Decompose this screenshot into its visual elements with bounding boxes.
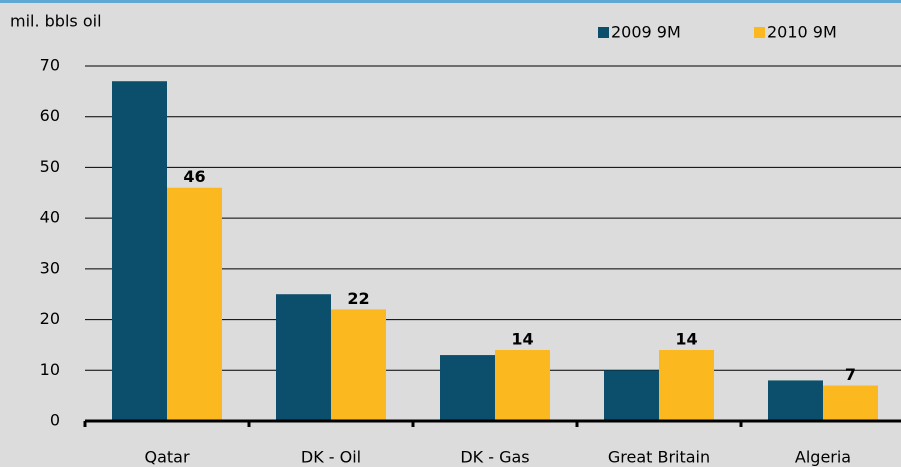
bar	[167, 187, 222, 421]
bar	[276, 294, 331, 421]
legend-swatch	[598, 27, 609, 38]
data-label: 46	[183, 167, 205, 186]
y-tick-label: 30	[40, 258, 60, 277]
bar	[823, 385, 878, 421]
data-label: 14	[511, 330, 533, 349]
legend-label: 2010 9M	[767, 23, 837, 42]
y-tick-label: 70	[40, 56, 60, 75]
legend-swatch	[754, 27, 765, 38]
bar	[112, 81, 167, 421]
data-label: 7	[845, 365, 856, 384]
y-tick-label: 20	[40, 309, 60, 328]
x-tick-label: DK - Gas	[460, 448, 529, 467]
x-tick-label: Qatar	[144, 448, 189, 467]
bar	[604, 370, 659, 421]
y-tick-label: 40	[40, 208, 60, 227]
bar	[495, 350, 550, 421]
bar	[440, 355, 495, 421]
x-tick-label: Great Britain	[608, 448, 710, 467]
bar	[659, 350, 714, 421]
x-tick-label: DK - Oil	[301, 448, 361, 467]
y-tick-label: 10	[40, 360, 60, 379]
y-tick-label: 60	[40, 106, 60, 125]
y-tick-label: 0	[50, 411, 60, 430]
legend-label: 2009 9M	[611, 23, 681, 42]
data-label: 22	[347, 289, 369, 308]
bar	[768, 380, 823, 421]
bar	[331, 309, 386, 421]
top-border	[0, 0, 901, 3]
y-tick-label: 50	[40, 157, 60, 176]
x-tick-label: Algeria	[795, 448, 851, 467]
data-label: 14	[675, 330, 697, 349]
y-axis-label: mil. bbls oil	[10, 12, 102, 31]
